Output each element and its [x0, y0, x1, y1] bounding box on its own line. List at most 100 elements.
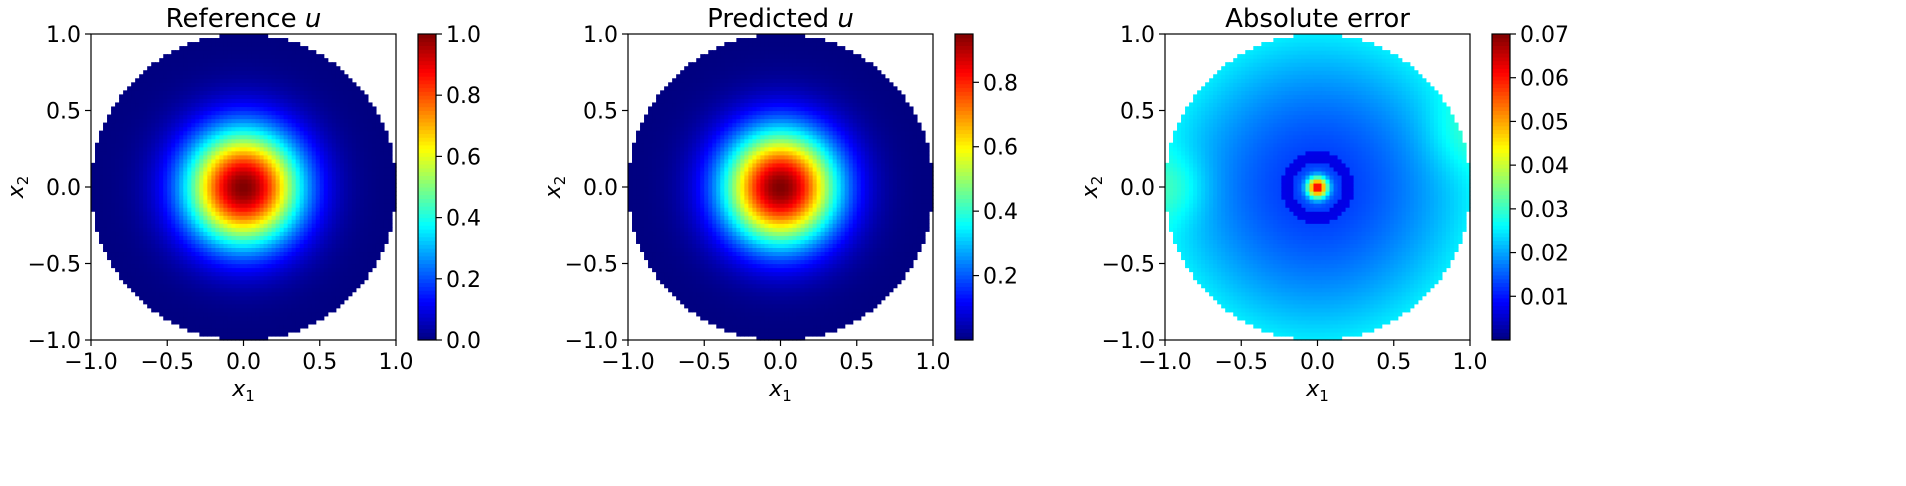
- heatmap-cell: [175, 267, 180, 273]
- heatmap-cell: [235, 94, 241, 100]
- heatmap-cell: [179, 150, 184, 156]
- heatmap-cell: [183, 70, 188, 75]
- heatmap-cell: [227, 154, 233, 160]
- heatmap-cell: [335, 223, 341, 228]
- heatmap-cell: [295, 138, 301, 144]
- heatmap-cell: [315, 134, 321, 140]
- heatmap-cell: [275, 283, 281, 289]
- heatmap-cell: [131, 231, 136, 236]
- heatmap-cell: [99, 142, 104, 148]
- heatmap-cell: [203, 327, 208, 333]
- heatmap-cell: [243, 259, 249, 265]
- heatmap-cell: [227, 259, 233, 265]
- heatmap-cell: [239, 150, 245, 156]
- heatmap-cell: [143, 158, 148, 164]
- heatmap-cell: [652, 191, 657, 196]
- heatmap-cell: [223, 42, 229, 47]
- heatmap-cell: [139, 267, 144, 273]
- heatmap-cell: [231, 126, 237, 132]
- heatmap-cell: [207, 178, 212, 184]
- heatmap-cell: [291, 219, 297, 224]
- heatmap-cell: [303, 283, 309, 289]
- heatmap-cell: [259, 215, 265, 220]
- heatmap-cell: [115, 110, 120, 116]
- heatmap-cell: [287, 130, 293, 136]
- heatmap-cell: [255, 50, 261, 55]
- heatmap-cell: [319, 187, 325, 192]
- heatmap-cell: [195, 247, 200, 253]
- heatmap-cell: [391, 162, 397, 168]
- heatmap-cell: [207, 182, 212, 188]
- heatmap-cell: [275, 323, 281, 329]
- heatmap-cell: [652, 166, 657, 172]
- heatmap-cell: [103, 191, 108, 196]
- heatmap-cell: [107, 134, 112, 140]
- colorbar-segment: [418, 202, 436, 207]
- heatmap-cell: [223, 223, 229, 228]
- heatmap-cell: [215, 299, 221, 305]
- heatmap-cell: [363, 146, 369, 152]
- heatmap-cell: [179, 106, 184, 112]
- heatmap-cell: [271, 122, 277, 128]
- heatmap-cell: [275, 319, 281, 325]
- heatmap-cell: [195, 50, 200, 55]
- heatmap-cell: [648, 110, 653, 116]
- heatmap-cell: [203, 263, 208, 269]
- heatmap-cell: [311, 130, 317, 136]
- heatmap-cell: [143, 275, 148, 281]
- heatmap-cell: [175, 138, 180, 144]
- heatmap-cell: [243, 126, 249, 132]
- heatmap-cell: [195, 243, 200, 248]
- heatmap-cell: [343, 283, 349, 289]
- heatmap-cell: [251, 207, 257, 212]
- heatmap-cell: [391, 191, 397, 196]
- heatmap-cell: [131, 118, 136, 124]
- heatmap-cell: [175, 122, 180, 128]
- heatmap-cell: [355, 239, 361, 244]
- heatmap-cell: [275, 126, 281, 132]
- heatmap-cell: [275, 199, 281, 204]
- colorbar-segment: [418, 167, 436, 173]
- heatmap-cell: [331, 223, 337, 228]
- heatmap-cell: [307, 102, 313, 108]
- heatmap-cell: [171, 110, 176, 116]
- heatmap-cell: [139, 86, 144, 91]
- heatmap-cell: [139, 259, 144, 265]
- heatmap-cell: [251, 138, 257, 144]
- heatmap-cell: [275, 223, 281, 228]
- heatmap-cell: [335, 251, 341, 257]
- heatmap-cell: [171, 307, 176, 313]
- heatmap-cell: [640, 203, 645, 208]
- heatmap-cell: [223, 102, 229, 108]
- heatmap-cell: [271, 138, 277, 144]
- heatmap-cell: [359, 130, 365, 136]
- heatmap-cell: [267, 279, 273, 285]
- heatmap-cell: [283, 106, 289, 112]
- heatmap-cell: [223, 323, 229, 329]
- heatmap-cell: [335, 211, 341, 216]
- heatmap-cell: [283, 154, 289, 160]
- heatmap-cell: [123, 142, 128, 148]
- heatmap-cell: [255, 42, 261, 47]
- heatmap-cell: [299, 162, 305, 168]
- heatmap-cell: [175, 303, 180, 309]
- heatmap-cell: [215, 327, 221, 333]
- heatmap-cell: [147, 203, 152, 208]
- heatmap-cell: [335, 271, 341, 277]
- heatmap-cell: [255, 283, 261, 289]
- colorbar-segment: [418, 102, 436, 108]
- heatmap-cell: [279, 247, 285, 253]
- heatmap-cell: [299, 94, 305, 100]
- heatmap-cell: [283, 303, 289, 309]
- heatmap-cell: [127, 130, 132, 136]
- heatmap-cell: [223, 146, 229, 152]
- heatmap-cell: [363, 187, 369, 192]
- heatmap-cell: [355, 263, 361, 269]
- heatmap-cell: [143, 82, 148, 87]
- heatmap-cell: [227, 90, 233, 95]
- heatmap-cell: [211, 142, 216, 148]
- heatmap-cell: [151, 70, 156, 75]
- heatmap-cell: [155, 295, 160, 301]
- heatmap-cell: [131, 142, 136, 148]
- heatmap-cell: [323, 243, 329, 248]
